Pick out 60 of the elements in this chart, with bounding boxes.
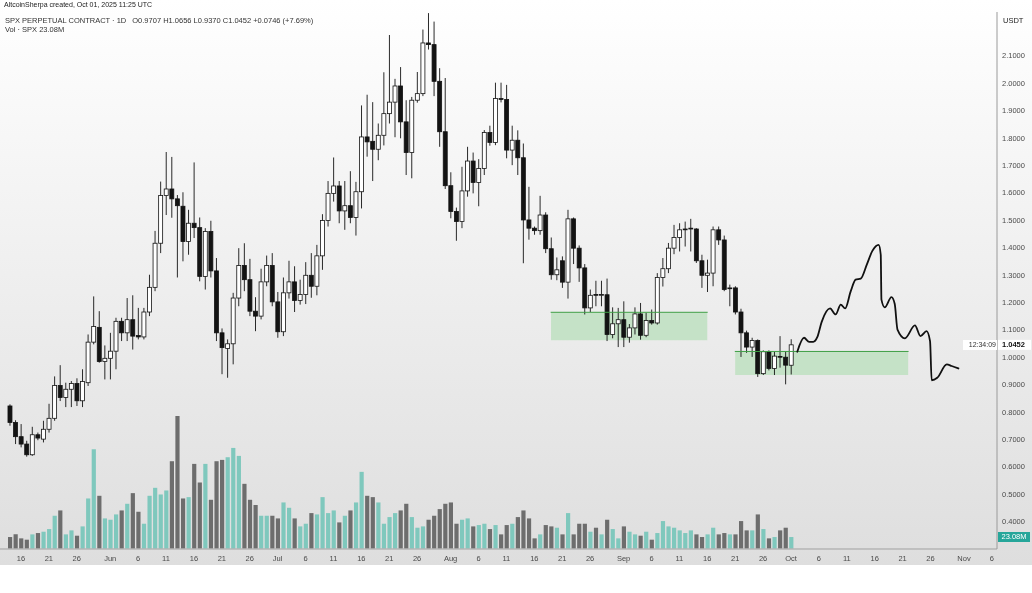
bar [125, 503, 130, 549]
bar [264, 515, 269, 549]
bar [499, 534, 504, 549]
bar [270, 515, 275, 549]
bar [52, 515, 57, 549]
bar [197, 482, 202, 549]
bar [744, 530, 749, 549]
bar [348, 510, 353, 549]
bar [359, 471, 364, 549]
bar [91, 449, 96, 549]
bar [309, 513, 314, 549]
bar [97, 495, 102, 549]
bar [605, 519, 610, 549]
bar [465, 518, 470, 549]
bar [259, 515, 264, 549]
bar [688, 530, 693, 549]
bar [510, 523, 515, 549]
bar [292, 518, 297, 549]
bar [566, 513, 571, 549]
bar [593, 527, 599, 549]
bar [253, 505, 258, 549]
bar [58, 510, 63, 549]
bar [35, 533, 41, 549]
bar [621, 526, 626, 549]
bar [727, 534, 733, 549]
bar [554, 527, 560, 549]
bar [203, 463, 208, 549]
bar [298, 526, 303, 549]
bar [588, 531, 593, 549]
bar [783, 527, 788, 549]
bar [504, 525, 509, 549]
bar [599, 534, 604, 549]
bar [337, 522, 342, 549]
bar [655, 533, 660, 549]
bar [376, 502, 381, 549]
bar [755, 514, 760, 549]
bar [582, 523, 587, 549]
bar [750, 530, 755, 549]
bar [186, 497, 191, 549]
bar [303, 523, 308, 549]
bar [331, 510, 336, 549]
bar [353, 502, 359, 549]
line-series [796, 243, 960, 382]
bar [119, 510, 124, 549]
bar [365, 495, 370, 549]
bar [459, 519, 465, 549]
bar [538, 534, 543, 549]
bar [560, 534, 565, 549]
bar [342, 515, 347, 549]
bar [30, 534, 35, 549]
bar [487, 529, 493, 549]
bar [370, 497, 375, 549]
bar [761, 529, 766, 549]
bar [192, 463, 197, 549]
bar [236, 455, 241, 549]
bar [778, 530, 783, 549]
bar [275, 518, 281, 549]
bar [493, 525, 498, 549]
bar [471, 526, 476, 549]
bar [772, 537, 777, 549]
